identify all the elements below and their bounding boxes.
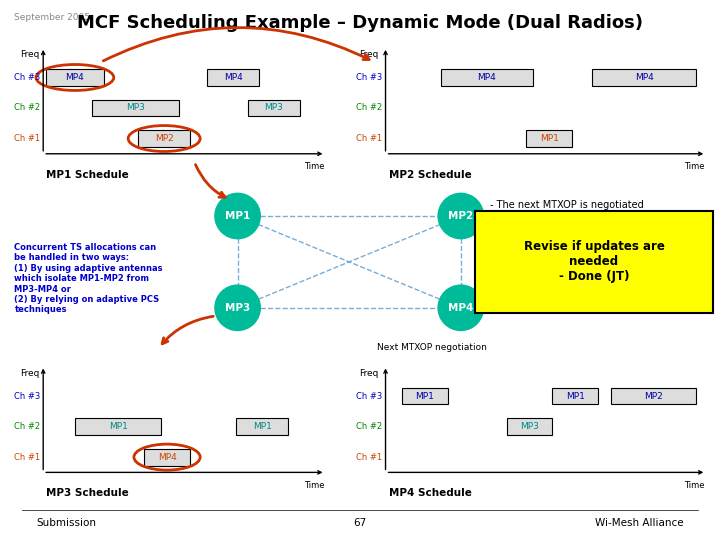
Text: Ch #1: Ch #1: [14, 134, 40, 143]
Bar: [507, 418, 552, 435]
Text: Revise if updates are
needed
- Done (JT): Revise if updates are needed - Done (JT): [523, 240, 665, 284]
Text: MP2: MP2: [448, 211, 474, 221]
Text: Freq: Freq: [20, 50, 40, 59]
Text: MP3: MP3: [520, 422, 539, 431]
Text: MP2: MP2: [644, 392, 663, 401]
Bar: [236, 418, 288, 435]
Text: MP1: MP1: [540, 134, 559, 143]
Ellipse shape: [215, 285, 261, 330]
Text: MP1: MP1: [225, 211, 251, 221]
Text: MP1: MP1: [109, 422, 127, 431]
Text: MP1: MP1: [566, 392, 585, 401]
Text: Ch #2: Ch #2: [356, 104, 382, 112]
Text: Next MTXOP negotiation: Next MTXOP negotiation: [377, 343, 487, 352]
Text: Ch #3: Ch #3: [14, 73, 40, 82]
Text: September 2005: September 2005: [14, 14, 91, 23]
Text: Wi-Mesh Alliance: Wi-Mesh Alliance: [595, 518, 684, 528]
Text: Time: Time: [685, 163, 705, 171]
Bar: [611, 388, 696, 404]
Bar: [207, 69, 259, 86]
Text: Concurrent TS allocations can
be handled in two ways:
(1) By using adaptive ante: Concurrent TS allocations can be handled…: [14, 243, 163, 314]
Text: MP4: MP4: [448, 303, 474, 313]
Bar: [248, 99, 300, 117]
Text: Ch #2: Ch #2: [14, 104, 40, 112]
FancyArrowPatch shape: [103, 28, 369, 61]
Text: Freq: Freq: [359, 50, 379, 59]
Bar: [138, 130, 190, 147]
Text: MP2: MP2: [155, 134, 174, 143]
FancyArrowPatch shape: [162, 316, 213, 344]
Text: MP4: MP4: [66, 73, 84, 82]
Text: MP4: MP4: [224, 73, 243, 82]
Text: Ch #1: Ch #1: [356, 134, 382, 143]
Bar: [552, 388, 598, 404]
Text: Time: Time: [304, 163, 324, 171]
Text: Ch #2: Ch #2: [356, 422, 382, 431]
Text: Ch #1: Ch #1: [356, 453, 382, 462]
Text: MP4: MP4: [635, 73, 654, 82]
Bar: [526, 130, 572, 147]
Bar: [441, 69, 533, 86]
Bar: [92, 99, 179, 117]
Text: MP1: MP1: [415, 392, 434, 401]
Text: Freq: Freq: [20, 369, 40, 377]
Text: Ch #2: Ch #2: [14, 422, 40, 431]
Text: MCF Scheduling Example – Dynamic Mode (Dual Radios): MCF Scheduling Example – Dynamic Mode (D…: [77, 14, 643, 31]
Text: MP2 Schedule: MP2 Schedule: [389, 170, 472, 180]
Text: Ch #3: Ch #3: [356, 73, 382, 82]
Text: MP3: MP3: [264, 104, 283, 112]
Text: MP3 Schedule: MP3 Schedule: [46, 488, 129, 498]
Ellipse shape: [215, 193, 261, 239]
Bar: [144, 449, 190, 465]
Bar: [402, 388, 448, 404]
Bar: [592, 69, 696, 86]
Ellipse shape: [438, 285, 484, 330]
Text: - The next MTXOP is negotiated
between the 2 MP during the
current MTXOP: - The next MTXOP is negotiated between t…: [490, 200, 644, 233]
Bar: [75, 418, 161, 435]
Text: Ch #1: Ch #1: [14, 453, 40, 462]
FancyArrowPatch shape: [195, 165, 225, 197]
Ellipse shape: [438, 193, 484, 239]
Text: MP1: MP1: [253, 422, 271, 431]
Text: Submission: Submission: [36, 518, 96, 528]
Text: MP1 Schedule: MP1 Schedule: [46, 170, 129, 180]
Text: Ch #3: Ch #3: [14, 392, 40, 401]
Text: Time: Time: [304, 481, 324, 490]
Bar: [46, 69, 104, 86]
FancyBboxPatch shape: [475, 211, 713, 313]
Text: MP4 Schedule: MP4 Schedule: [389, 488, 472, 498]
Text: MP4: MP4: [158, 453, 176, 462]
Text: MP3: MP3: [225, 303, 251, 313]
Text: Freq: Freq: [359, 369, 379, 377]
Text: MP3: MP3: [126, 104, 145, 112]
Text: 67: 67: [354, 518, 366, 528]
Text: Ch #3: Ch #3: [356, 392, 382, 401]
Text: Time: Time: [685, 481, 705, 490]
Text: MP4: MP4: [477, 73, 496, 82]
